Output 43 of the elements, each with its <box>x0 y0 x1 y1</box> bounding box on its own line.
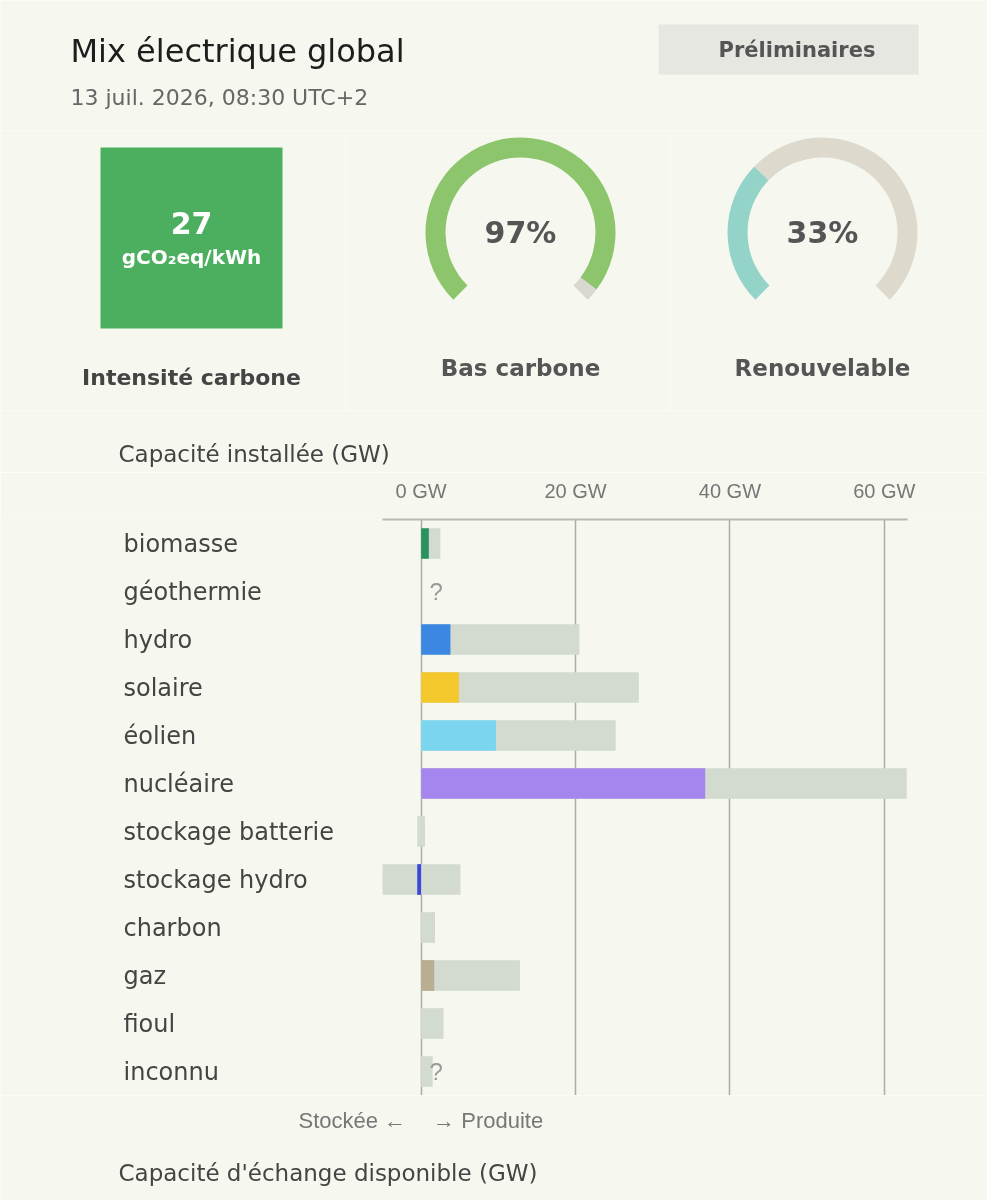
bar <box>421 1008 444 1039</box>
bar <box>421 720 496 751</box>
bar <box>421 768 706 799</box>
y-tick-label: charbon <box>123 913 222 942</box>
text: 27 <box>170 205 213 241</box>
text: 97% <box>484 215 557 250</box>
y-tick-label: éolien <box>123 721 197 750</box>
text: Renouvelable <box>734 354 911 381</box>
y-tick-label: fioul <box>123 1009 176 1038</box>
text: Bas carbone <box>440 354 601 381</box>
y-tick-label: géothermie <box>123 577 262 606</box>
y-tick-label: solaire <box>123 673 203 702</box>
bar <box>417 864 422 895</box>
bar <box>421 672 459 703</box>
text: ? <box>429 1058 443 1085</box>
y-tick-label: nucléaire <box>123 769 235 798</box>
x-tick-label: 60 GW <box>853 479 916 502</box>
text: Capacité d'échange disponible (GW) <box>118 1159 538 1186</box>
bar <box>421 960 435 991</box>
bar <box>421 624 451 655</box>
x-tick-label: 40 GW <box>698 479 762 502</box>
chart-title: Capacité installée (GW) <box>118 440 390 467</box>
bar <box>417 816 425 847</box>
text: ? <box>429 578 443 605</box>
text: Intensité carbone <box>82 365 301 390</box>
y-tick-label: gaz <box>123 961 167 990</box>
bar <box>382 864 461 895</box>
text: 13 juil. 2026, 08:30 UTC+2 <box>70 85 369 110</box>
y-tick-label: inconnu <box>123 1057 219 1086</box>
text: Stockée ← <box>298 1108 407 1133</box>
y-tick-label: stockage batterie <box>123 817 334 846</box>
text: → Produite <box>433 1108 544 1133</box>
y-tick-label: stockage hydro <box>123 865 308 894</box>
text: gCO₂eq/kWh <box>121 244 262 269</box>
x-tick-label: 20 GW <box>544 479 607 502</box>
x-tick-label: 0 GW <box>395 479 447 502</box>
bar <box>421 528 429 559</box>
y-tick-label: hydro <box>123 625 193 654</box>
text: Préliminaires <box>718 37 876 62</box>
text: 33% <box>786 215 859 250</box>
bar <box>421 912 435 943</box>
y-tick-label: biomasse <box>123 529 238 558</box>
text: Mix électrique global <box>70 31 405 70</box>
